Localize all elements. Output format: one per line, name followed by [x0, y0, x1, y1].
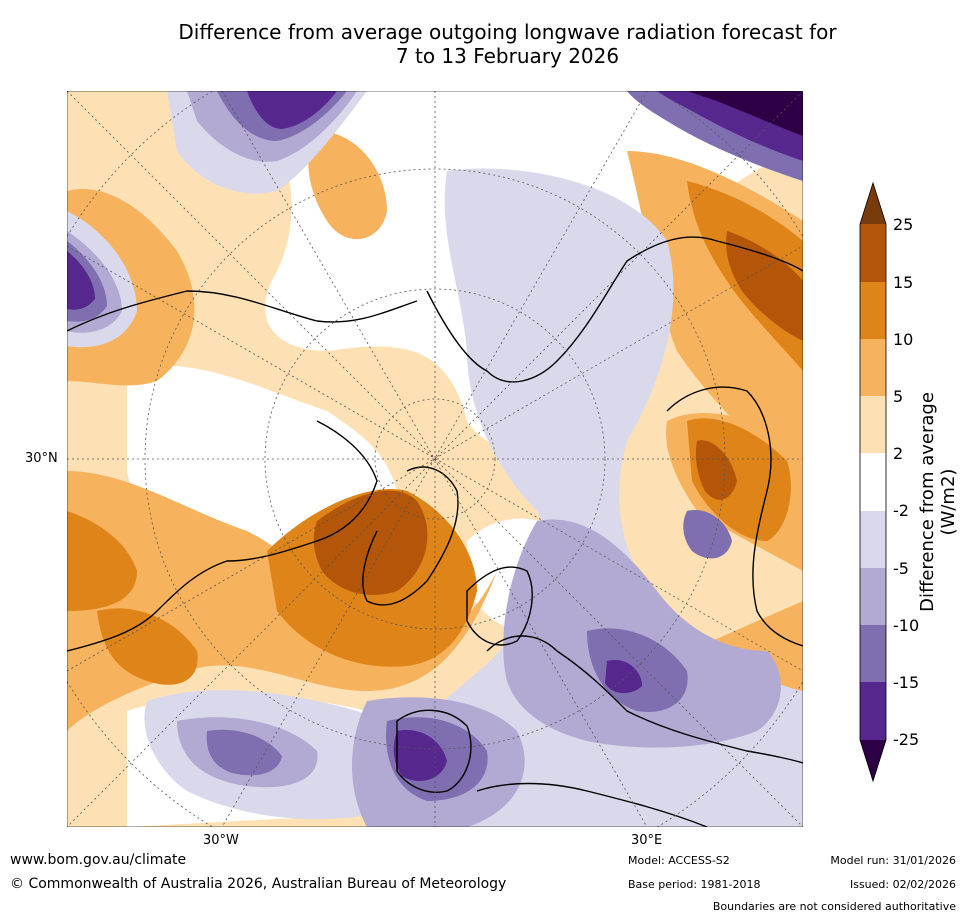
colorbar-tick-label: -5 [893, 559, 909, 578]
coastlines [67, 236, 803, 827]
orange-10-15 [97, 608, 198, 685]
colorbar-extend-low [860, 740, 886, 781]
colorbar-tick-label: 15 [893, 273, 914, 292]
colorbar [859, 181, 887, 783]
purple-15-25 [393, 730, 447, 781]
purple-10-15 [206, 729, 282, 776]
footer-issued: Issued: 02/02/2026 [849, 878, 956, 891]
lon-label-30w: 30°W [203, 833, 239, 848]
title-line-1: Difference from average outgoing longwav… [178, 20, 837, 44]
colorbar-segment [860, 339, 886, 396]
brown-15-25 [726, 231, 803, 341]
brown-15-25 [695, 440, 737, 500]
orange-5-10 [308, 131, 387, 240]
footer-copyright: © Commonwealth of Australia 2026, Austra… [10, 876, 507, 892]
footer-disclaimer: Boundaries are not considered authoritat… [712, 900, 956, 913]
colorbar-tick-label: -15 [893, 673, 920, 692]
purple-15-25 [247, 91, 337, 129]
graticule [67, 91, 803, 827]
anomaly-map [67, 91, 803, 827]
footer-model: Model: ACCESS-S2 [628, 854, 730, 867]
colorbar-tick-label: 10 [893, 330, 914, 349]
colorbar-tick-label: 25 [893, 215, 914, 234]
purple-10-15 [587, 628, 688, 712]
purple-15-25 [605, 660, 642, 694]
orange-10-15 [67, 511, 137, 611]
colorbar-extend-high [860, 183, 886, 224]
footer-model-run: Model run: 31/01/2026 [830, 854, 956, 867]
colorbar-segment [860, 568, 886, 625]
colorbar-outline [859, 181, 887, 783]
colorbar-segment [860, 282, 886, 339]
lon-label-30e: 30°E [631, 833, 663, 848]
colorbar-segment [860, 396, 886, 453]
footer-url: www.bom.gov.au/climate [10, 852, 187, 868]
purple-5-10 [503, 519, 781, 748]
colorbar-tick-label: 2 [893, 444, 904, 463]
title-line-2: 7 to 13 February 2026 [395, 44, 620, 68]
brown-15-25 [313, 490, 428, 595]
colorbar-tick-label: -2 [893, 501, 909, 520]
colorbar-tick-label: -25 [893, 730, 920, 749]
colorbar-segment [860, 625, 886, 682]
colorbar-tick-label: 5 [893, 387, 904, 406]
colorbar-segment [860, 224, 886, 282]
purple-15-25 [67, 251, 95, 310]
colorbar-segment [860, 682, 886, 740]
colorbar-tick-label: -10 [893, 616, 920, 635]
lat-label-30n: 30°N [25, 451, 58, 466]
purple-10-15 [683, 510, 732, 559]
purple-extreme [687, 91, 803, 136]
colorbar-segment [860, 453, 886, 511]
footer-base-period: Base period: 1981-2018 [628, 878, 761, 891]
colorbar-title: Difference from average (W/m2) [917, 392, 959, 612]
chart-title: Difference from average outgoing longwav… [90, 20, 925, 68]
colorbar-segment [860, 511, 886, 568]
